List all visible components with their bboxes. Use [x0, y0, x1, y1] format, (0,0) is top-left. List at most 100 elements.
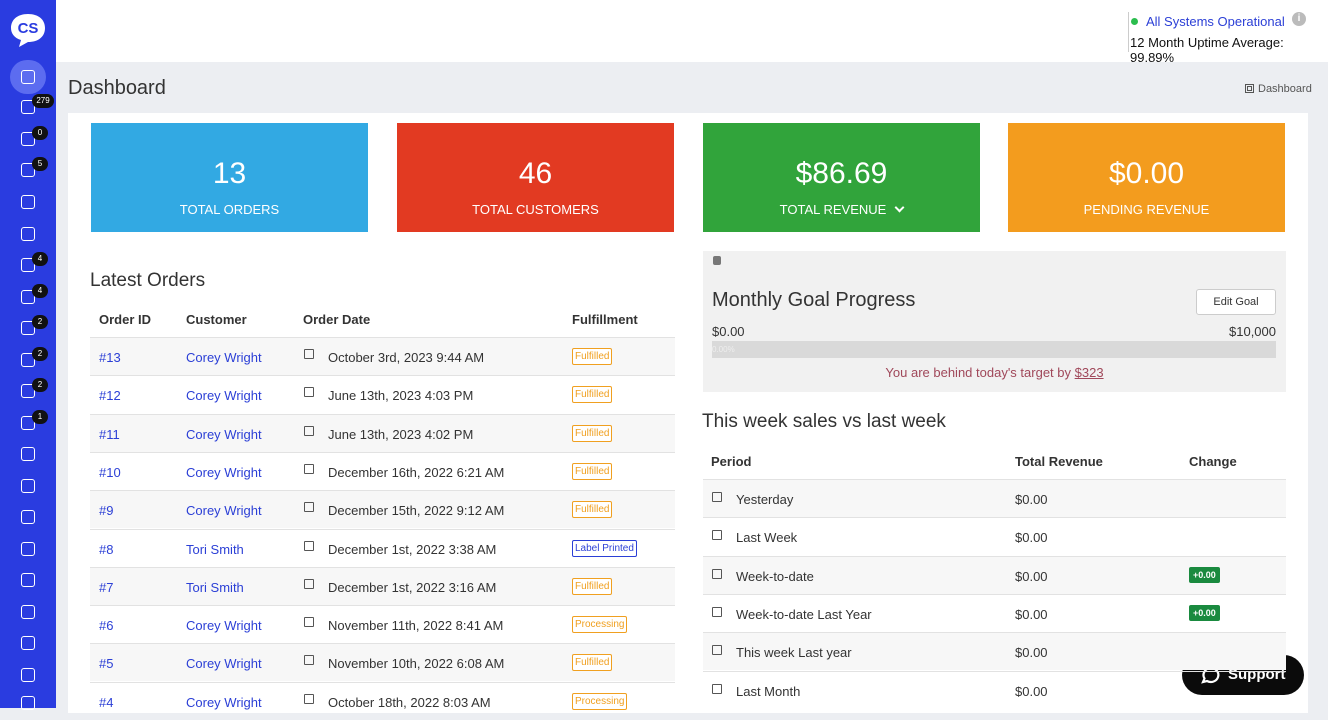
calendar-icon [712, 530, 722, 541]
fulfillment-badge: Fulfilled [572, 654, 613, 672]
customer[interactable]: Corey Wright [186, 464, 262, 480]
customer[interactable]: Corey Wright [186, 426, 262, 442]
period: Last Month [736, 683, 801, 699]
period: Last Week [736, 530, 798, 546]
logo[interactable]: CS [9, 12, 47, 48]
calendar-icon [712, 606, 722, 617]
status-link[interactable]: All Systems Operational [1146, 14, 1285, 29]
fulfillment-badge: Fulfilled [572, 462, 613, 480]
calendar-icon [304, 387, 314, 398]
calendar-icon [304, 502, 314, 513]
customer[interactable]: Corey Wright [186, 656, 262, 672]
sales-row: Week-to-date $0.00 +0.00 [703, 555, 1286, 594]
order-row: #7 Tori Smith December 1st, 2022 3:16 AM Fu… [90, 566, 675, 605]
customer[interactable]: Corey Wright [186, 350, 262, 365]
stat-value: 13 [212, 157, 247, 190]
order-row: #10 Corey Wright December 16th, 2022 6:21 … [90, 451, 675, 490]
calendar-icon [712, 492, 722, 502]
order-date: December 15th, 2022 9:12 AM [328, 503, 505, 519]
order-id[interactable]: #7 [99, 579, 114, 595]
fulfillment-badge: Fulfilled [572, 424, 613, 442]
column-header: Fulfillment [572, 312, 638, 327]
order-id[interactable]: #6 [99, 618, 114, 634]
order-row: #12 Corey Wright June 13th, 2023 4:03 PM Fu… [90, 375, 675, 413]
amount: $323 [1074, 365, 1104, 380]
nav-badge: 4 [32, 252, 48, 266]
goal-max: $10,000 [1229, 324, 1276, 339]
info-icon[interactable]: i [1292, 12, 1306, 26]
nav-icon[interactable] [21, 510, 35, 524]
customer[interactable]: Corey Wright [186, 503, 262, 519]
calendar-icon [304, 693, 314, 704]
customer[interactable]: Corey Wright [186, 694, 262, 710]
status-dot [1131, 18, 1138, 25]
column-header: Total Revenue [1015, 454, 1103, 469]
column-header: Period [711, 454, 752, 469]
period: Week-to-date Last Year [736, 606, 872, 622]
goal-panel: Monthly Goal Progress Edit Goal $0.00 $1… [703, 251, 1286, 392]
order-id[interactable]: #10 [99, 464, 121, 480]
active-item [10, 60, 46, 94]
revenue: $0.00 [1015, 568, 1048, 584]
order-id[interactable]: #9 [99, 503, 114, 519]
nav-icon[interactable] [21, 195, 35, 209]
edit-goal-button[interactable]: Edit Goal [1196, 289, 1276, 315]
fulfillment-badge: Fulfilled [572, 386, 613, 404]
order-id[interactable]: #8 [99, 541, 114, 557]
order-date: November 10th, 2022 6:08 AM [328, 656, 505, 672]
order-date: June 13th, 2023 4:03 PM [328, 388, 474, 404]
support-text: Support [1228, 666, 1286, 683]
change-badge: +0.00 [1189, 604, 1220, 621]
calendar-icon [712, 645, 722, 656]
sales-row: Last Month $0.00 [703, 670, 1286, 709]
breadcrumb[interactable]: Dashboard [1245, 83, 1312, 95]
order-id[interactable]: #13 [99, 350, 121, 365]
customer[interactable]: Tori Smith [186, 579, 244, 595]
nav-icon[interactable] [21, 70, 35, 84]
lock-icon [713, 256, 721, 265]
calendar-icon [712, 683, 722, 694]
order-row: #11 Corey Wright June 13th, 2023 4:02 PM Fu… [90, 413, 675, 452]
nav-icon[interactable] [21, 447, 35, 461]
button-text: Edit Goal [1213, 296, 1259, 308]
fulfillment-badge: Fulfilled [572, 577, 613, 595]
nav-icon[interactable] [21, 227, 35, 241]
order-id[interactable]: #12 [99, 388, 121, 404]
order-date: June 13th, 2023 4:02 PM [328, 426, 474, 442]
goal-min: $0.00 [712, 324, 745, 339]
progress-label: 0.00% [712, 345, 735, 354]
stat-value: $0.00 [1108, 157, 1185, 190]
revenue: $0.00 [1015, 683, 1048, 699]
customer[interactable]: Corey Wright [186, 618, 262, 634]
progress-bar: 0.00% [712, 341, 1276, 358]
order-id[interactable]: #5 [99, 656, 114, 672]
nav-badge: 2 [32, 315, 48, 329]
order-date: November 11th, 2022 8:41 AM [328, 618, 504, 634]
nav-icon[interactable] [21, 542, 35, 556]
top-bar: All Systems Operational i 12 Month Uptim… [56, 0, 1328, 65]
chevron [894, 202, 905, 213]
nav-icon[interactable] [21, 605, 35, 619]
nav-badge: 4 [32, 284, 48, 298]
sales-title: This week sales vs last week [702, 411, 946, 432]
calendar-icon [304, 463, 314, 474]
fulfillment-badge: Processing [572, 692, 628, 710]
message: You are behind today's target by [885, 365, 1072, 380]
customer[interactable]: Tori Smith [186, 541, 244, 557]
sales-row: Week-to-date Last Year $0.00 +0.00 [703, 593, 1286, 632]
nav-icon[interactable] [21, 479, 35, 493]
order-id[interactable]: #4 [99, 694, 114, 710]
customer[interactable]: Corey Wright [186, 388, 262, 404]
stat-card[interactable]: $86.69 TOTAL REVENUE [703, 123, 980, 232]
nav-icon[interactable] [21, 573, 35, 587]
order-date: October 18th, 2022 8:03 AM [328, 694, 491, 710]
calendar-icon [304, 349, 314, 359]
nav-icon[interactable] [21, 636, 35, 650]
nav-icon[interactable] [21, 668, 35, 682]
nav-badge: 5 [32, 157, 48, 171]
sales-row: This week Last year $0.00 [703, 632, 1286, 671]
order-id[interactable]: #11 [99, 426, 120, 442]
nav-badge: 279 [32, 94, 54, 108]
orders-title: Latest Orders [90, 270, 206, 291]
